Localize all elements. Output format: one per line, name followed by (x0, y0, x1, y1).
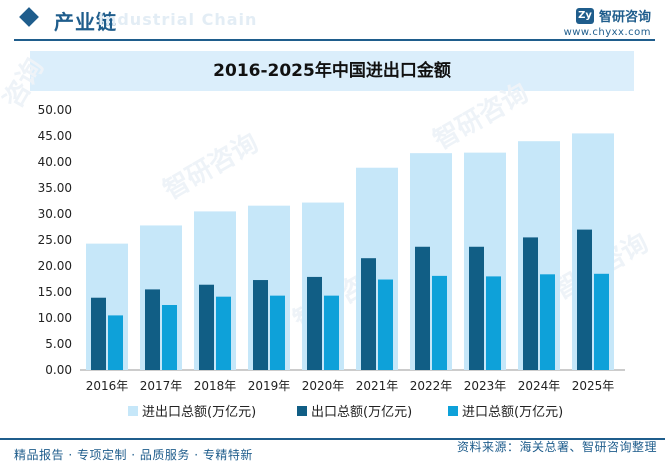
brand-logo-icon: Zy (575, 7, 594, 24)
legend-label: 进出口总额(万亿元) (142, 405, 256, 420)
watermark-text: 智研咨询 (158, 127, 264, 206)
y-tick-label: 0.00 (45, 363, 72, 377)
x-tick-label: 2018年 (194, 379, 237, 393)
section-title: 产业链 (54, 10, 117, 34)
import-bar (108, 315, 123, 370)
export-bar (199, 284, 214, 370)
chart-title: 2016-2025年中国进出口金额 (30, 51, 634, 91)
x-tick-label: 2024年 (518, 379, 561, 393)
legend-swatch (128, 406, 138, 416)
y-tick-label: 20.00 (38, 259, 72, 273)
y-tick-label: 50.00 (38, 103, 72, 117)
brand-name: 智研咨询 (598, 10, 651, 25)
footer-slogan: 精品报告 · 专项定制 · 品质服务 · 专精特新 (14, 448, 253, 462)
brand-block[interactable]: Zy 智研咨询 www.chyxx.com (564, 6, 651, 38)
footer-divider (0, 438, 665, 440)
watermark-text: 智研咨询 (428, 77, 534, 156)
import-bar (486, 276, 501, 370)
brand-url[interactable]: www.chyxx.com (563, 27, 651, 38)
page-footer: 精品报告 · 专项定制 · 品质服务 · 专精特新 资料来源：海关总署、智研咨询… (0, 438, 665, 472)
y-tick-label: 5.00 (45, 337, 72, 351)
legend-label: 出口总额(万亿元) (311, 405, 412, 420)
x-tick-label: 2023年 (464, 379, 507, 393)
y-tick-label: 45.00 (38, 129, 72, 143)
y-tick-label: 15.00 (38, 285, 72, 299)
y-tick-label: 40.00 (38, 155, 72, 169)
source-note: 资料来源：海关总署、智研咨询整理 (456, 440, 657, 454)
header-divider (14, 39, 655, 41)
import-bar (432, 275, 447, 370)
x-tick-label: 2019年 (248, 379, 291, 393)
export-bar (577, 229, 592, 370)
import-bar (594, 273, 609, 370)
export-bar (415, 246, 430, 370)
import-bar (270, 295, 285, 370)
export-bar (145, 289, 160, 370)
export-bar (469, 246, 484, 370)
export-bar (523, 237, 538, 370)
import-bar (540, 274, 555, 370)
x-tick-label: 2016年 (86, 379, 129, 393)
x-tick-label: 2017年 (140, 379, 183, 393)
import-bar (378, 279, 393, 370)
import-bar (216, 296, 231, 370)
y-tick-label: 10.00 (38, 311, 72, 325)
export-bar (91, 297, 106, 370)
legend-swatch (448, 406, 458, 416)
legend-swatch (297, 406, 307, 416)
y-tick-label: 25.00 (38, 233, 72, 247)
header-watermark: Industrial Chain (98, 10, 258, 29)
export-bar (253, 280, 268, 370)
page-header: 产业链 Industrial Chain Zy 智研咨询 www.chyxx.c… (0, 0, 665, 42)
export-bar (361, 258, 376, 370)
x-tick-label: 2022年 (410, 379, 453, 393)
x-tick-label: 2025年 (572, 379, 615, 393)
legend-label: 进口总额(万亿元) (462, 405, 563, 420)
import-bar (162, 305, 177, 370)
export-bar (307, 276, 322, 370)
y-tick-label: 35.00 (38, 181, 72, 195)
x-tick-label: 2021年 (356, 379, 399, 393)
import-bar (324, 295, 339, 370)
x-tick-label: 2020年 (302, 379, 345, 393)
y-tick-label: 30.00 (38, 207, 72, 221)
